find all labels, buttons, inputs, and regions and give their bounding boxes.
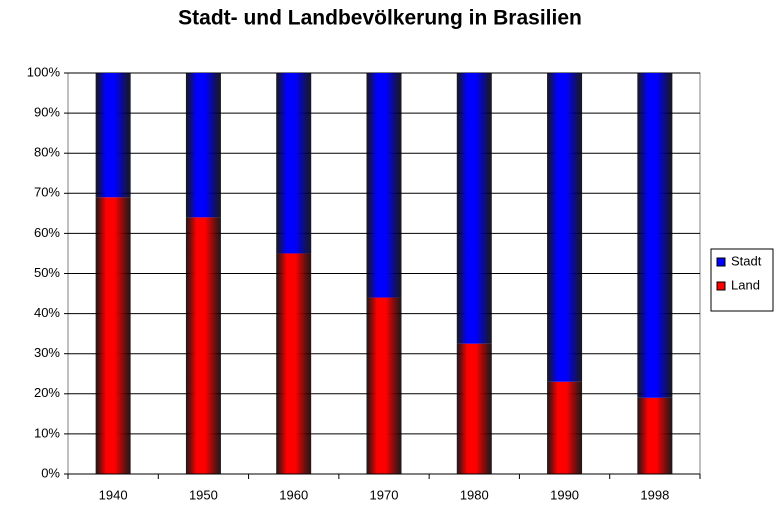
y-tick-label: 100%	[27, 64, 61, 79]
y-tick-label: 60%	[34, 225, 60, 240]
bar-segment	[185, 217, 221, 475]
y-tick-label: 70%	[34, 185, 60, 200]
bar-segment	[547, 381, 583, 474]
legend-swatch	[716, 257, 726, 267]
bar-segment	[637, 397, 673, 474]
bar-segment	[547, 73, 583, 382]
x-tick-label: 1940	[99, 487, 128, 502]
bar-segment	[95, 73, 131, 198]
y-tick-label: 30%	[34, 345, 60, 360]
y-tick-label: 90%	[34, 105, 60, 120]
x-tick-label: 1960	[279, 487, 308, 502]
bar-segment	[366, 297, 402, 474]
y-tick-label: 0%	[41, 465, 60, 480]
bar-segment	[276, 253, 312, 474]
x-tick-label: 1990	[550, 487, 579, 502]
chart-title: Stadt- und Landbevölkerung in Brasilien	[178, 7, 582, 30]
y-tick-label: 80%	[34, 145, 60, 160]
legend-label: Stadt	[731, 253, 762, 268]
bar-segment	[456, 73, 492, 344]
y-tick-label: 20%	[34, 385, 60, 400]
y-tick-label: 40%	[34, 305, 60, 320]
y-tick-label: 50%	[34, 265, 60, 280]
legend-label: Land	[731, 277, 760, 292]
bar-segment	[185, 73, 221, 218]
y-tick-label: 10%	[34, 425, 60, 440]
bar-segment	[366, 73, 402, 298]
bar-segment	[456, 343, 492, 474]
legend-swatch	[716, 281, 726, 291]
x-tick-label: 1998	[640, 487, 669, 502]
x-tick-label: 1950	[189, 487, 218, 502]
bar-segment	[95, 197, 131, 474]
x-tick-label: 1980	[460, 487, 489, 502]
bar-segment	[276, 73, 312, 254]
x-tick-label: 1970	[370, 487, 399, 502]
bar-segment	[637, 73, 673, 398]
